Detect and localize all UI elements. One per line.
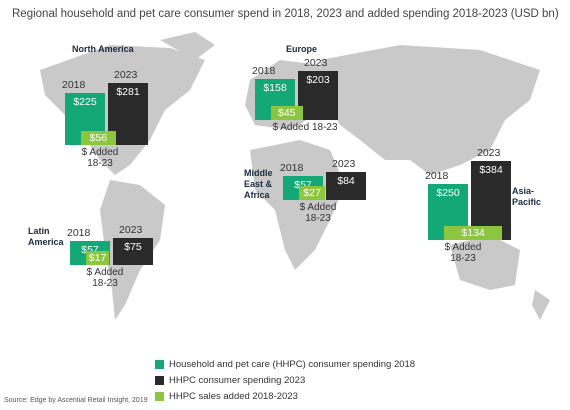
value-label: $250 bbox=[436, 186, 460, 199]
value-label: $45 bbox=[277, 107, 296, 119]
added-bar: $17 bbox=[86, 251, 110, 265]
year-label: 2023 bbox=[332, 157, 356, 170]
year-label: 2018 bbox=[425, 169, 449, 182]
legend-label: Household and pet care (HHPC) consumer s… bbox=[169, 359, 416, 370]
value-label: $75 bbox=[124, 241, 142, 254]
added-bar: $134 bbox=[444, 226, 503, 240]
year-label: 2023 bbox=[477, 146, 501, 159]
added-bar: $27 bbox=[299, 186, 326, 200]
year-label: 2023 bbox=[119, 224, 143, 237]
legend-swatch bbox=[155, 392, 164, 401]
legend-label: HHPC sales added 2018-2023 bbox=[169, 391, 298, 402]
region-label: Europe bbox=[286, 44, 318, 54]
year-label: 2023 bbox=[304, 57, 328, 70]
region-label: Middle East & Africa bbox=[244, 168, 273, 200]
year-label: 2023 bbox=[114, 69, 138, 82]
value-label: $203 bbox=[306, 74, 330, 87]
added-label: $ Added 18-23 bbox=[81, 147, 119, 169]
year-label: 2018 bbox=[67, 227, 91, 240]
year-label: 2018 bbox=[252, 65, 276, 78]
region-label: Latin America bbox=[28, 226, 64, 247]
value-label: $56 bbox=[89, 132, 108, 144]
legend-item: Household and pet care (HHPC) consumer s… bbox=[155, 359, 415, 370]
bar: $203 bbox=[298, 71, 338, 120]
legend-item: HHPC sales added 2018-2023 bbox=[155, 391, 298, 402]
legend-swatch bbox=[155, 360, 164, 369]
bar: $75 bbox=[113, 238, 153, 265]
region-label: North America bbox=[72, 44, 134, 54]
chart-title: Regional household and pet care consumer… bbox=[12, 8, 559, 20]
legend-swatch bbox=[155, 376, 164, 385]
added-label: $ Added 18-23 bbox=[272, 122, 338, 133]
value-label: $27 bbox=[303, 187, 321, 199]
legend-label: HHPC consumer spending 2023 bbox=[169, 375, 306, 386]
year-label: 2018 bbox=[62, 78, 86, 91]
value-label: $384 bbox=[479, 163, 503, 176]
bar: $84 bbox=[326, 171, 366, 200]
value-label: $281 bbox=[116, 86, 140, 99]
legend-item: HHPC consumer spending 2023 bbox=[155, 375, 305, 386]
added-label: $ Added 18-23 bbox=[444, 242, 482, 264]
value-label: $158 bbox=[263, 82, 287, 95]
added-bar: $45 bbox=[271, 106, 303, 120]
region-label: Asia-Pacific bbox=[512, 186, 542, 207]
added-bar: $56 bbox=[81, 131, 116, 145]
added-label: $ Added 18-23 bbox=[299, 202, 337, 224]
added-label: $ Added 18-23 bbox=[86, 267, 124, 289]
year-label: 2018 bbox=[280, 162, 304, 175]
source: Source: Edge by Ascential Retail Insight… bbox=[4, 397, 148, 404]
value-label: $134 bbox=[461, 227, 485, 239]
value-label: $17 bbox=[88, 252, 107, 264]
value-label: $225 bbox=[73, 95, 97, 108]
value-label: $84 bbox=[337, 174, 355, 187]
